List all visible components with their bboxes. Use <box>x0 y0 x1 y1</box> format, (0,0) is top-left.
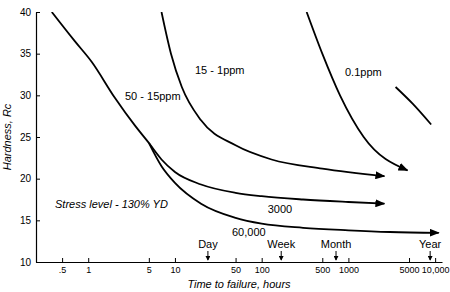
series-line <box>149 143 385 204</box>
x-tick-label: 1000 <box>339 265 359 275</box>
y-tick: 15 <box>20 215 40 226</box>
y-tick-label: 40 <box>20 7 32 18</box>
x-tick: 1000 <box>339 258 359 275</box>
x-axis-line <box>37 262 443 263</box>
y-tick-label: 30 <box>20 90 32 101</box>
time-arrow <box>207 251 208 260</box>
y-tick-mark <box>36 12 40 13</box>
x-tick-label: 50 <box>231 265 241 275</box>
x-tick-label: 5000 <box>400 265 420 275</box>
y-tick-mark <box>36 179 40 180</box>
time-arrow <box>281 251 282 260</box>
y-tick: 25 <box>20 132 40 143</box>
x-tick: 50 <box>231 258 241 275</box>
series-label: 3000 <box>268 203 292 215</box>
x-axis-title: Time to failure, hours <box>187 278 291 290</box>
y-tick: 35 <box>20 48 40 59</box>
x-tick-label: 5 <box>147 265 152 275</box>
y-tick-label: 25 <box>20 132 32 143</box>
series-label: 15 - 1ppm <box>195 64 245 76</box>
y-tick-label: 10 <box>20 257 32 268</box>
x-tick-label: 1 <box>86 265 91 275</box>
x-tick: 500 <box>315 258 330 275</box>
series-line <box>52 12 149 143</box>
x-tick-mark <box>409 258 410 262</box>
y-tick-mark <box>36 95 40 96</box>
y-tick-mark <box>36 137 40 138</box>
y-axis-title: Hardness, Rc <box>1 103 13 170</box>
y-tick: 20 <box>20 173 40 184</box>
x-tick: 10 <box>170 258 180 275</box>
time-label: Day <box>198 238 218 250</box>
annotations: Stress level - 130% YD Day Week Month Year <box>55 198 442 260</box>
y-tick-mark <box>36 54 40 55</box>
x-tick: 5 <box>147 258 152 275</box>
time-arrow <box>336 251 337 260</box>
chart-container: .51510501005001000500010,000101520253035… <box>0 0 450 292</box>
y-tick: 30 <box>20 90 40 101</box>
y-tick-label: 15 <box>20 215 32 226</box>
y-tick-label: 35 <box>20 48 32 59</box>
x-tick: 5000 <box>400 258 420 275</box>
y-tick: 40 <box>20 7 40 18</box>
x-tick: .5 <box>59 258 67 275</box>
x-tick-mark <box>149 258 150 262</box>
time-arrow <box>430 251 431 260</box>
x-axis: .5 1 5 10 50 100 500 1000 500010,000 <box>37 258 450 275</box>
y-tick-label: 20 <box>20 173 32 184</box>
y-tick: 10 <box>20 257 40 268</box>
chart-svg: .51510501005001000500010,000101520253035… <box>0 0 450 292</box>
series-line <box>307 12 408 170</box>
x-tick-mark <box>236 258 237 262</box>
y-tick-mark <box>36 220 40 221</box>
annotation: Stress level - 130% YD <box>55 198 168 210</box>
x-tick-label: .5 <box>59 265 67 275</box>
series-label: 60,000 <box>232 226 266 238</box>
x-tick-label: 500 <box>315 265 330 275</box>
series-line <box>149 143 439 233</box>
x-tick: 100 <box>255 258 270 275</box>
x-tick-mark <box>348 258 349 262</box>
series-label: 0.1ppm <box>345 66 382 78</box>
x-tick-mark <box>62 258 63 262</box>
x-tick-mark <box>322 258 323 262</box>
plot-area <box>52 12 439 233</box>
series-label: 50 - 15ppm <box>125 90 181 102</box>
x-tick-label: 100 <box>255 265 270 275</box>
x-tick-mark <box>175 258 176 262</box>
time-label: Month <box>321 238 352 250</box>
series-line <box>396 87 432 125</box>
y-axis: 10 15 20 25 30 35 40 <box>20 7 40 268</box>
x-tick-label: 10,000 <box>422 265 450 275</box>
x-tick-label: 10 <box>170 265 180 275</box>
x-tick-mark <box>262 258 263 262</box>
series-line <box>162 12 385 176</box>
series-labels: 50 - 15ppm 15 - 1ppm 0.1ppm 300060,000 <box>125 64 382 238</box>
x-tick-mark <box>435 258 436 262</box>
y-tick-mark <box>36 262 40 263</box>
time-label: Year <box>419 238 442 250</box>
x-tick-mark <box>88 258 89 262</box>
time-label: Week <box>267 238 295 250</box>
x-tick: 1 <box>86 258 91 275</box>
x-tick: 10,000 <box>422 258 450 275</box>
